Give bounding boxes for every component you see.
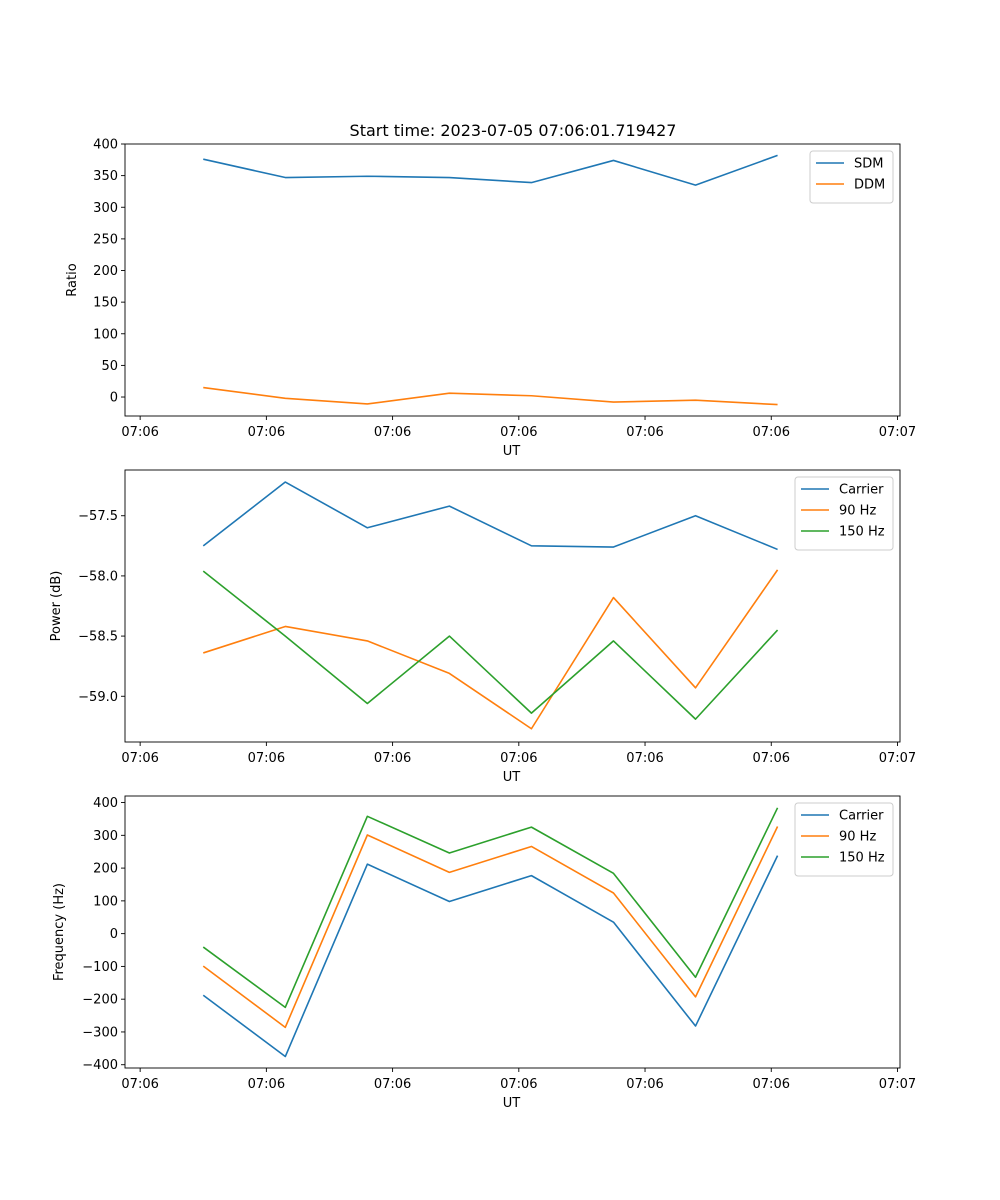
x-tick-label: 07:06 bbox=[374, 1077, 411, 1092]
legend-label: DDM bbox=[854, 178, 885, 193]
legend: Carrier 90 Hz 150 Hz bbox=[794, 476, 894, 551]
y-tick-label: 150 bbox=[93, 296, 118, 311]
y-tick-label: 0 bbox=[110, 391, 118, 406]
x-tick-label: 07:06 bbox=[626, 751, 663, 766]
x-tick-label: 07:06 bbox=[500, 751, 537, 766]
x-axis-label: UT bbox=[503, 1096, 521, 1111]
series-line-carrier bbox=[202, 855, 779, 1058]
x-tick-label: 07:06 bbox=[248, 1077, 285, 1092]
series-line-150-hz bbox=[202, 807, 779, 1009]
y-tick-label: 50 bbox=[101, 359, 118, 374]
subplot-1: 0 50 100 150 200 250 300 350 400 07:06 07:06 07:06 0… bbox=[65, 138, 916, 460]
x-tick-label: 07:06 bbox=[753, 751, 790, 766]
axes-frame bbox=[124, 469, 901, 743]
y-tick-label: −100 bbox=[82, 960, 118, 975]
x-tick-label: 07:07 bbox=[879, 1077, 916, 1092]
y-tick-label: 300 bbox=[93, 201, 118, 216]
y-tick-label: 200 bbox=[93, 264, 118, 279]
y-tick-label: 0 bbox=[110, 927, 118, 942]
x-tick-label: 07:06 bbox=[374, 425, 411, 440]
legend-label: 90 Hz bbox=[839, 830, 876, 845]
y-tick-label: −58.0 bbox=[78, 569, 118, 584]
x-tick-label: 07:06 bbox=[753, 1077, 790, 1092]
series-line-sdm bbox=[203, 154, 778, 186]
series-line-carrier bbox=[202, 481, 778, 551]
y-tick-label: 100 bbox=[93, 327, 118, 342]
y-tick-label: 400 bbox=[93, 796, 118, 811]
legend-label: 90 Hz bbox=[839, 504, 876, 519]
axes-frame bbox=[124, 795, 901, 1069]
legend: Carrier 90 Hz 150 Hz bbox=[794, 802, 894, 877]
legend-label: Carrier bbox=[839, 483, 884, 498]
series-line-150-hz bbox=[202, 570, 779, 720]
y-axis-label: Power (dB) bbox=[49, 571, 64, 642]
x-tick-label: 07:06 bbox=[500, 1077, 537, 1092]
legend-label: SDM bbox=[854, 157, 883, 172]
subplot-3: −400 −300 −200 −100 0 100 200 300 400 07:06 07:06 0… bbox=[52, 795, 916, 1111]
x-tick-label: 07:07 bbox=[879, 425, 916, 440]
x-tick-label: 07:06 bbox=[500, 425, 537, 440]
x-tick-label: 07:06 bbox=[626, 1077, 663, 1092]
x-tick-label: 07:06 bbox=[121, 425, 158, 440]
legend-label: 150 Hz bbox=[839, 851, 885, 866]
subplot-2: −59.0 −58.5 −58.0 −57.5 07:06 07:06 07:06 07:06… bbox=[49, 469, 916, 785]
y-tick-label: 400 bbox=[93, 138, 118, 153]
x-tick-label: 07:06 bbox=[248, 425, 285, 440]
x-tick-label: 07:06 bbox=[626, 425, 663, 440]
y-tick-label: −400 bbox=[82, 1058, 118, 1073]
y-tick-label: −58.5 bbox=[78, 630, 118, 645]
y-axis-label: Frequency (Hz) bbox=[52, 883, 67, 981]
legend-label: 150 Hz bbox=[839, 525, 885, 540]
x-tick-label: 07:06 bbox=[374, 751, 411, 766]
y-tick-label: 300 bbox=[93, 829, 118, 844]
series-line-90-hz bbox=[202, 826, 779, 1029]
x-tick-label: 07:06 bbox=[248, 751, 285, 766]
axes-frame bbox=[124, 143, 901, 417]
legend: SDM DDM bbox=[809, 150, 894, 204]
subplots: 0 50 100 150 200 250 300 350 400 07:06 07:06 07:06 0… bbox=[49, 138, 916, 1112]
chart-title: Start time: 2023-07-05 07:06:01.719427 bbox=[350, 121, 677, 140]
x-tick-label: 07:06 bbox=[753, 425, 790, 440]
y-tick-label: −59.0 bbox=[78, 690, 118, 705]
legend-label: Carrier bbox=[839, 809, 884, 824]
y-tick-label: 200 bbox=[93, 862, 118, 877]
legend-box bbox=[809, 150, 894, 204]
y-tick-label: 250 bbox=[93, 232, 118, 247]
y-tick-label: 100 bbox=[93, 894, 118, 909]
y-tick-label: −57.5 bbox=[78, 509, 118, 524]
y-tick-label: −300 bbox=[82, 1025, 118, 1040]
x-axis-label: UT bbox=[503, 770, 521, 785]
x-axis-label: UT bbox=[503, 444, 521, 459]
x-tick-label: 07:06 bbox=[121, 1077, 158, 1092]
x-tick-label: 07:07 bbox=[879, 751, 916, 766]
series-line-ddm bbox=[203, 386, 778, 406]
y-tick-label: −200 bbox=[82, 993, 118, 1008]
series-line-90-hz bbox=[203, 569, 779, 730]
y-tick-label: 350 bbox=[93, 169, 118, 184]
x-tick-label: 07:06 bbox=[121, 751, 158, 766]
y-axis-label: Ratio bbox=[65, 263, 80, 296]
